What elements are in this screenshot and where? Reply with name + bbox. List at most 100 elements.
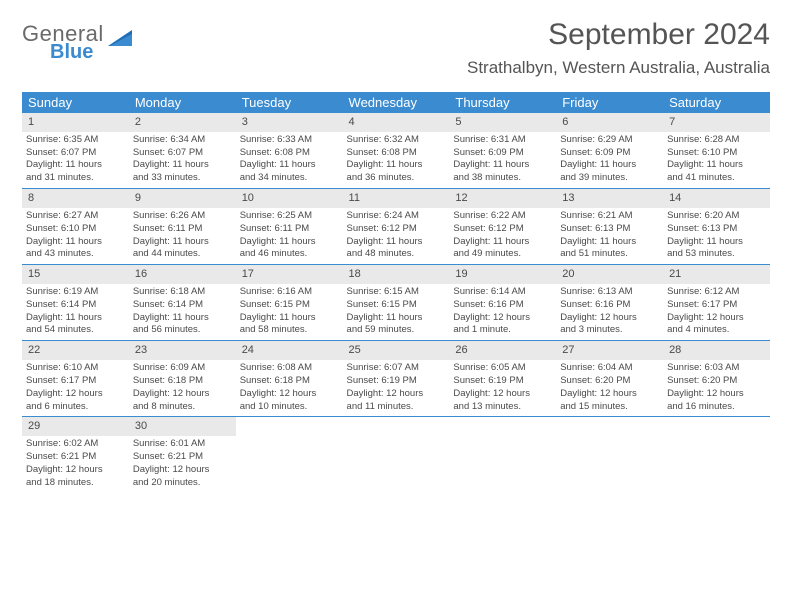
sunset-text: Sunset: 6:07 PM — [26, 147, 125, 160]
daylight-text: and 51 minutes. — [560, 248, 659, 261]
day-number — [556, 417, 663, 436]
sunset-text: Sunset: 6:17 PM — [26, 375, 125, 388]
daylight-text: Daylight: 11 hours — [347, 236, 446, 249]
day-number: 19 — [449, 265, 556, 284]
daylight-text: Daylight: 11 hours — [26, 236, 125, 249]
day-number: 14 — [663, 189, 770, 208]
daylight-text: Daylight: 12 hours — [133, 388, 232, 401]
day-cell: Sunrise: 6:32 AMSunset: 6:08 PMDaylight:… — [343, 132, 450, 189]
sunset-text: Sunset: 6:10 PM — [667, 147, 766, 160]
sunset-text: Sunset: 6:08 PM — [347, 147, 446, 160]
sunrise-text: Sunrise: 6:07 AM — [347, 362, 446, 375]
day-number: 26 — [449, 341, 556, 360]
day-cell: Sunrise: 6:05 AMSunset: 6:19 PMDaylight:… — [449, 360, 556, 417]
daylight-text: and 10 minutes. — [240, 401, 339, 414]
sunrise-text: Sunrise: 6:29 AM — [560, 134, 659, 147]
day-cell: Sunrise: 6:04 AMSunset: 6:20 PMDaylight:… — [556, 360, 663, 417]
daylight-text: Daylight: 11 hours — [453, 159, 552, 172]
daylight-text: and 11 minutes. — [347, 401, 446, 414]
sunrise-text: Sunrise: 6:25 AM — [240, 210, 339, 223]
sunset-text: Sunset: 6:18 PM — [240, 375, 339, 388]
daylight-text: and 3 minutes. — [560, 324, 659, 337]
day-number: 6 — [556, 113, 663, 132]
daylight-text: and 44 minutes. — [133, 248, 232, 261]
sunrise-text: Sunrise: 6:02 AM — [26, 438, 125, 451]
day-number: 12 — [449, 189, 556, 208]
day-cell: Sunrise: 6:03 AMSunset: 6:20 PMDaylight:… — [663, 360, 770, 417]
sunrise-text: Sunrise: 6:01 AM — [133, 438, 232, 451]
daylight-text: Daylight: 11 hours — [133, 312, 232, 325]
daylight-text: Daylight: 11 hours — [240, 312, 339, 325]
day-number: 27 — [556, 341, 663, 360]
sunset-text: Sunset: 6:08 PM — [240, 147, 339, 160]
day-number: 9 — [129, 189, 236, 208]
sunset-text: Sunset: 6:12 PM — [347, 223, 446, 236]
daylight-text: and 36 minutes. — [347, 172, 446, 185]
day-number: 21 — [663, 265, 770, 284]
sunset-text: Sunset: 6:13 PM — [667, 223, 766, 236]
sunrise-text: Sunrise: 6:08 AM — [240, 362, 339, 375]
day-cell: Sunrise: 6:24 AMSunset: 6:12 PMDaylight:… — [343, 208, 450, 265]
daylight-text: Daylight: 12 hours — [453, 388, 552, 401]
daylight-text: and 53 minutes. — [667, 248, 766, 261]
day-cell — [236, 436, 343, 492]
day-cell: Sunrise: 6:27 AMSunset: 6:10 PMDaylight:… — [22, 208, 129, 265]
daylight-text: and 18 minutes. — [26, 477, 125, 490]
sunrise-text: Sunrise: 6:19 AM — [26, 286, 125, 299]
daylight-text: and 48 minutes. — [347, 248, 446, 261]
day-cell: Sunrise: 6:33 AMSunset: 6:08 PMDaylight:… — [236, 132, 343, 189]
sunrise-text: Sunrise: 6:20 AM — [667, 210, 766, 223]
sunrise-text: Sunrise: 6:24 AM — [347, 210, 446, 223]
weekday-header: Friday — [556, 92, 663, 113]
sunset-text: Sunset: 6:09 PM — [560, 147, 659, 160]
daylight-text: Daylight: 11 hours — [26, 312, 125, 325]
day-cell — [343, 436, 450, 492]
sunset-text: Sunset: 6:20 PM — [560, 375, 659, 388]
sunrise-text: Sunrise: 6:31 AM — [453, 134, 552, 147]
page-title: September 2024 — [467, 18, 770, 52]
day-number: 17 — [236, 265, 343, 284]
sunset-text: Sunset: 6:21 PM — [26, 451, 125, 464]
daylight-text: Daylight: 12 hours — [347, 388, 446, 401]
weekday-header-row: Sunday Monday Tuesday Wednesday Thursday… — [22, 92, 770, 113]
sunrise-text: Sunrise: 6:27 AM — [26, 210, 125, 223]
sunrise-text: Sunrise: 6:33 AM — [240, 134, 339, 147]
sunrise-text: Sunrise: 6:14 AM — [453, 286, 552, 299]
daylight-text: Daylight: 12 hours — [26, 388, 125, 401]
weekday-header: Wednesday — [343, 92, 450, 113]
sunrise-text: Sunrise: 6:15 AM — [347, 286, 446, 299]
day-number — [449, 417, 556, 436]
weekday-header: Monday — [129, 92, 236, 113]
daylight-text: Daylight: 11 hours — [26, 159, 125, 172]
sunrise-text: Sunrise: 6:21 AM — [560, 210, 659, 223]
day-cell: Sunrise: 6:25 AMSunset: 6:11 PMDaylight:… — [236, 208, 343, 265]
day-cell: Sunrise: 6:01 AMSunset: 6:21 PMDaylight:… — [129, 436, 236, 492]
sunrise-text: Sunrise: 6:12 AM — [667, 286, 766, 299]
sunset-text: Sunset: 6:13 PM — [560, 223, 659, 236]
day-number: 2 — [129, 113, 236, 132]
daylight-text: Daylight: 11 hours — [667, 159, 766, 172]
daylight-text: Daylight: 11 hours — [240, 159, 339, 172]
day-number: 1 — [22, 113, 129, 132]
daylight-text: and 6 minutes. — [26, 401, 125, 414]
sunrise-text: Sunrise: 6:05 AM — [453, 362, 552, 375]
daylight-text: Daylight: 11 hours — [347, 312, 446, 325]
daylight-text: Daylight: 11 hours — [240, 236, 339, 249]
daylight-text: and 1 minute. — [453, 324, 552, 337]
day-number: 15 — [22, 265, 129, 284]
day-cell: Sunrise: 6:09 AMSunset: 6:18 PMDaylight:… — [129, 360, 236, 417]
location-subtitle: Strathalbyn, Western Australia, Australi… — [467, 58, 770, 78]
day-number: 5 — [449, 113, 556, 132]
sunset-text: Sunset: 6:11 PM — [133, 223, 232, 236]
daylight-text: and 59 minutes. — [347, 324, 446, 337]
sunrise-text: Sunrise: 6:18 AM — [133, 286, 232, 299]
sunrise-text: Sunrise: 6:13 AM — [560, 286, 659, 299]
day-cell: Sunrise: 6:08 AMSunset: 6:18 PMDaylight:… — [236, 360, 343, 417]
daylight-text: and 41 minutes. — [667, 172, 766, 185]
daylight-text: and 38 minutes. — [453, 172, 552, 185]
daylight-text: and 43 minutes. — [26, 248, 125, 261]
day-cell: Sunrise: 6:26 AMSunset: 6:11 PMDaylight:… — [129, 208, 236, 265]
sunrise-text: Sunrise: 6:03 AM — [667, 362, 766, 375]
daylight-text: Daylight: 12 hours — [560, 388, 659, 401]
daylight-text: Daylight: 11 hours — [453, 236, 552, 249]
